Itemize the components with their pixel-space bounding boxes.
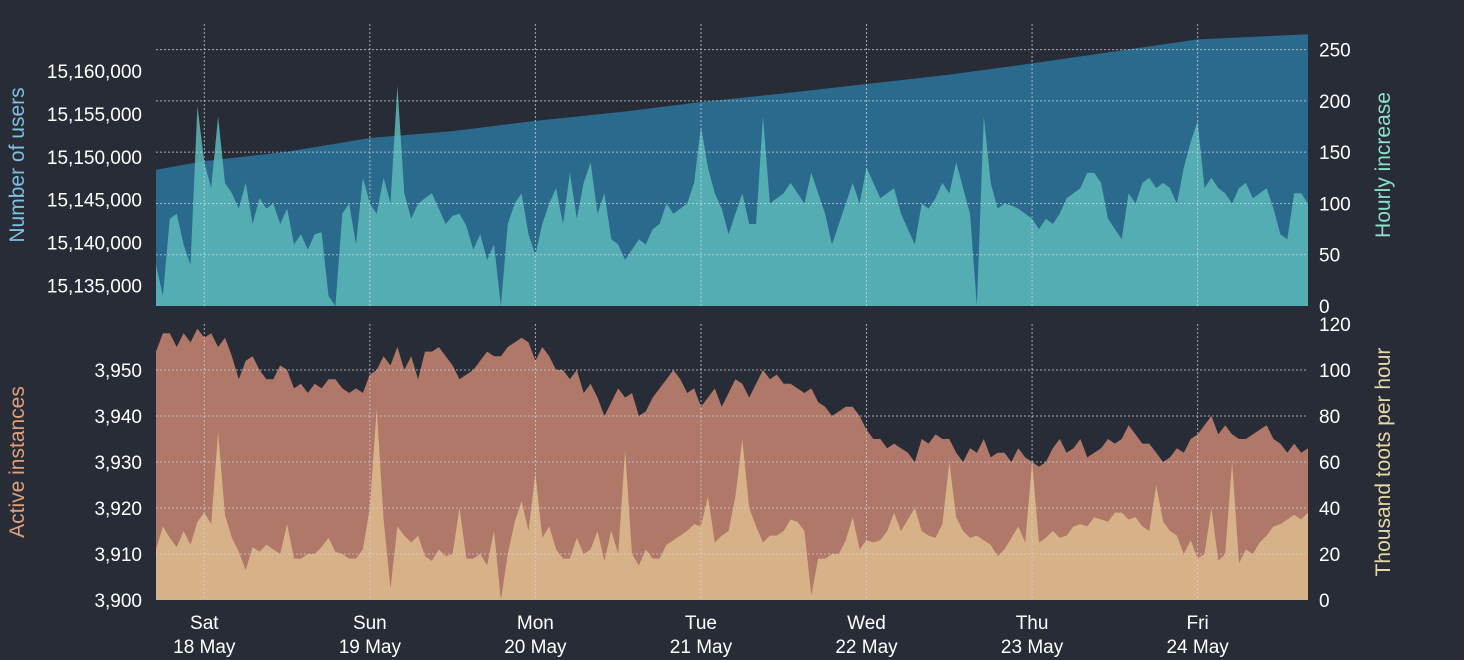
right-tick-label: 20 <box>1319 545 1340 566</box>
x-tick-weekday: Wed <box>847 613 886 634</box>
users-axis-ticks: 15,135,000 15,140,000 15,145,000 15,150,000… <box>47 62 142 297</box>
x-tick-date: 19 May <box>339 637 402 658</box>
left-tick-label: 15,155,000 <box>47 105 142 126</box>
right-tick-label: 40 <box>1319 499 1340 520</box>
right-tick-label: 150 <box>1319 143 1351 164</box>
x-tick-weekday: Fri <box>1187 613 1209 634</box>
right-tick-label: 120 <box>1319 315 1351 336</box>
instances-axis-ticks: 3,900 3,910 3,920 3,930 3,940 3,950 <box>94 361 142 612</box>
x-tick-date: 20 May <box>504 637 567 658</box>
left-tick-label: 3,920 <box>94 499 142 520</box>
hourly-axis-ticks: 0 50 100 150 200 250 <box>1319 41 1351 318</box>
left-tick-label: 3,910 <box>94 545 142 566</box>
x-tick-date: 24 May <box>1166 637 1229 658</box>
right-tick-label: 0 <box>1319 297 1330 318</box>
toots-axis-label: Thousand toots per hour <box>1372 348 1395 577</box>
instances-panel: 3,900 3,910 3,920 3,930 3,940 3,950 0 20 40 60 80… <box>6 315 1395 612</box>
right-tick-label: 50 <box>1319 246 1340 267</box>
left-tick-label: 15,135,000 <box>47 276 142 297</box>
x-tick-date: 21 May <box>670 637 733 658</box>
left-tick-label: 3,940 <box>94 407 142 428</box>
users-panel-grid <box>156 24 1308 306</box>
right-tick-label: 60 <box>1319 453 1340 474</box>
x-tick-date: 23 May <box>1001 637 1064 658</box>
right-tick-label: 250 <box>1319 41 1351 62</box>
hourly-increase-area <box>156 85 1308 306</box>
x-tick-weekday: Sun <box>353 613 387 634</box>
x-tick-date: 18 May <box>173 637 236 658</box>
toots-per-hour-area <box>156 409 1308 600</box>
left-tick-label: 3,930 <box>94 453 142 474</box>
x-tick-date: 22 May <box>835 637 898 658</box>
toots-axis-ticks: 0 20 40 60 80 100 120 <box>1319 315 1351 612</box>
left-tick-label: 15,140,000 <box>47 234 142 255</box>
left-tick-label: 15,150,000 <box>47 148 142 169</box>
x-tick-weekday: Tue <box>685 613 717 634</box>
right-tick-label: 100 <box>1319 361 1351 382</box>
x-tick-weekday: Mon <box>517 613 554 634</box>
left-tick-label: 3,900 <box>94 591 142 612</box>
users-axis-label: Number of users <box>6 87 29 242</box>
right-tick-label: 200 <box>1319 92 1351 113</box>
x-tick-weekday: Sat <box>190 613 219 634</box>
left-tick-label: 3,950 <box>94 361 142 382</box>
right-tick-label: 80 <box>1319 407 1340 428</box>
right-tick-label: 100 <box>1319 194 1351 215</box>
date-axis: Sat 18 May Sun 19 May Mon 20 May Tue 21 May Wed 2… <box>173 613 1229 658</box>
hourly-axis-label: Hourly increase <box>1372 92 1395 238</box>
x-tick-weekday: Thu <box>1016 613 1049 634</box>
instances-axis-label: Active instances <box>6 386 29 538</box>
users-panel: 15,135,000 15,140,000 15,145,000 15,150,000… <box>6 24 1395 318</box>
instances-panel-grid <box>156 324 1308 600</box>
left-tick-label: 15,160,000 <box>47 62 142 83</box>
right-tick-label: 0 <box>1319 591 1330 612</box>
left-tick-label: 15,145,000 <box>47 191 142 212</box>
